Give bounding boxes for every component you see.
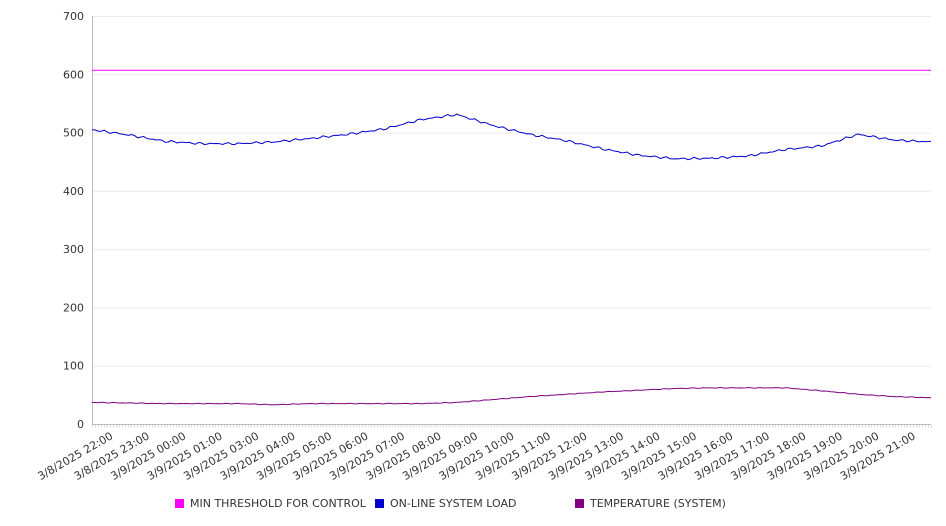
legend-item-temperature: TEMPERATURE (SYSTEM) [575, 497, 726, 510]
grid-lines [92, 16, 931, 367]
y-tick-label: 700 [63, 10, 84, 23]
legend-label: ON-LINE SYSTEM LOAD [390, 497, 517, 510]
axes [92, 16, 932, 428]
y-tick-label: 0 [77, 418, 84, 431]
y-tick-label: 500 [63, 127, 84, 140]
y-tick-label: 400 [63, 185, 84, 198]
legend-swatch [575, 499, 584, 508]
series-line-1 [91, 113, 932, 161]
legend-swatch [175, 499, 184, 508]
y-tick-label: 200 [63, 301, 84, 314]
legend: MIN THRESHOLD FOR CONTROL ON-LINE SYSTEM… [0, 497, 946, 513]
legend-swatch [375, 499, 384, 508]
y-tick-label: 300 [63, 243, 84, 256]
y-axis-tick-labels: 0 100 200 300 400 500 600 700 [63, 10, 84, 431]
line-chart: 0 100 200 300 400 500 600 700 3/8/2025 22:003/8… [35, 10, 932, 483]
y-tick-label: 600 [63, 68, 84, 81]
y-tick-label: 100 [63, 360, 84, 373]
legend-item-min-threshold: MIN THRESHOLD FOR CONTROL [175, 497, 366, 510]
series-line-2 [91, 386, 932, 406]
x-axis-tick-labels: 3/8/2025 22:003/8/2025 23:003/9/2025 00:… [35, 429, 917, 483]
legend-label: TEMPERATURE (SYSTEM) [590, 497, 726, 510]
legend-item-system-load: ON-LINE SYSTEM LOAD [375, 497, 516, 510]
series-lines [91, 69, 932, 406]
legend-label: MIN THRESHOLD FOR CONTROL [190, 497, 366, 510]
